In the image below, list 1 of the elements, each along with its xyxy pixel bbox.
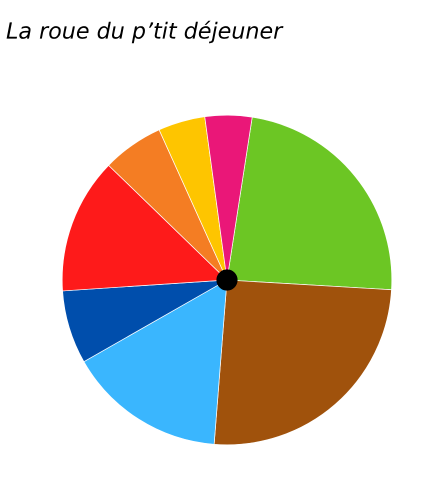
chart-title: La roue du p’tit déjeuner <box>6 20 284 44</box>
